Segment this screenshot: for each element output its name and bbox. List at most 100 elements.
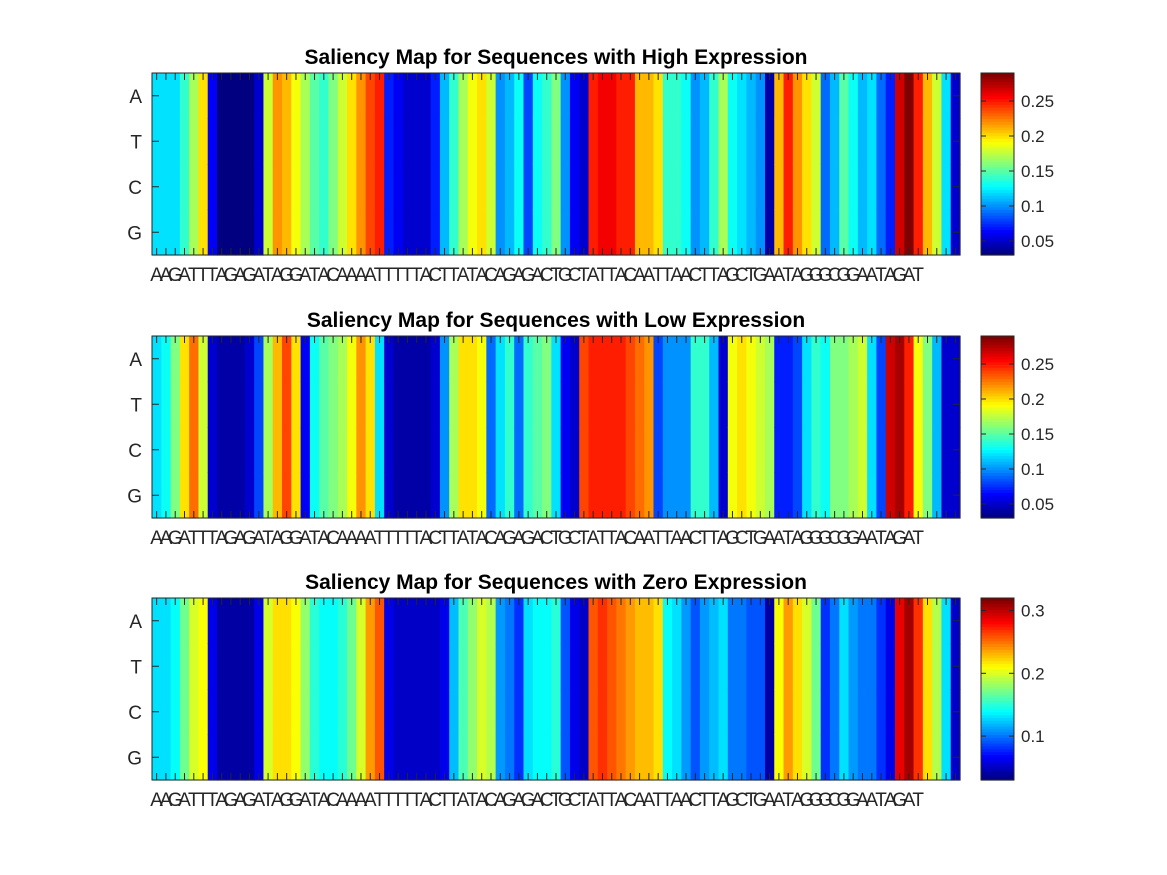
heatmap-cell bbox=[829, 598, 840, 645]
heatmap-cell bbox=[885, 73, 896, 120]
heatmap-cell bbox=[690, 643, 701, 690]
heatmap-cell bbox=[300, 643, 311, 690]
heatmap-cell bbox=[690, 381, 701, 428]
heatmap-cell bbox=[179, 734, 190, 781]
heatmap-cell bbox=[737, 118, 747, 165]
heatmap-cell bbox=[244, 118, 255, 165]
x-tick-label: A bbox=[457, 265, 470, 286]
heatmap-cell bbox=[282, 598, 292, 645]
colorbar-band bbox=[981, 87, 1014, 91]
colorbar-band bbox=[981, 350, 1014, 354]
heatmap-cell bbox=[477, 734, 487, 781]
x-tick-label: A bbox=[791, 265, 804, 286]
x-tick-label: A bbox=[317, 528, 330, 549]
heatmap-cell bbox=[625, 598, 636, 645]
x-tick-label: T bbox=[197, 265, 209, 286]
heatmap-cell bbox=[894, 734, 905, 781]
x-tick-label: A bbox=[865, 528, 878, 549]
colorbar-band bbox=[981, 745, 1014, 750]
x-tick-label: A bbox=[420, 265, 433, 286]
heatmap-cell bbox=[189, 427, 200, 474]
heatmap-cell bbox=[727, 734, 738, 781]
heatmap-cell bbox=[244, 734, 255, 781]
heatmap-cell bbox=[458, 336, 469, 383]
x-tick-label: A bbox=[271, 265, 284, 286]
heatmap-cell bbox=[458, 734, 469, 781]
heatmap-cell bbox=[170, 118, 181, 165]
heatmap-cell bbox=[337, 164, 348, 211]
heatmap-cell bbox=[597, 73, 608, 120]
heatmap-cell bbox=[244, 643, 255, 690]
heatmap-cell bbox=[309, 734, 320, 781]
x-tick-label: A bbox=[513, 265, 526, 286]
heatmap-cell bbox=[532, 381, 543, 428]
colorbar-band bbox=[981, 706, 1014, 710]
heatmap-cell bbox=[477, 209, 487, 256]
heatmap-cell bbox=[941, 209, 952, 256]
heatmap-cell bbox=[309, 336, 320, 383]
heatmap-cell bbox=[430, 336, 441, 383]
heatmap-cell bbox=[514, 472, 525, 519]
heatmap-cell bbox=[904, 689, 915, 736]
heatmap-cell bbox=[412, 643, 422, 690]
heatmap-cell bbox=[644, 689, 655, 736]
heatmap-cell bbox=[932, 689, 943, 736]
heatmap-cell bbox=[254, 381, 265, 428]
heatmap-cell bbox=[588, 427, 599, 474]
heatmap-cell bbox=[263, 73, 274, 120]
heatmap-cell bbox=[867, 164, 878, 211]
colorbar-tick-label: 0.3 bbox=[1021, 602, 1045, 621]
heatmap-cell bbox=[532, 598, 543, 645]
heatmap-cell bbox=[235, 209, 246, 256]
heatmap-cell bbox=[616, 118, 627, 165]
x-tick-label: A bbox=[345, 528, 358, 549]
heatmap-cell bbox=[384, 598, 395, 645]
heatmap-cell bbox=[616, 689, 627, 736]
heatmap-cell bbox=[300, 427, 311, 474]
x-tick-label: A bbox=[680, 265, 693, 286]
heatmap-cell bbox=[291, 381, 302, 428]
x-tick-label: G bbox=[892, 265, 907, 286]
x-tick-label: T bbox=[188, 265, 200, 286]
heatmap-cell bbox=[235, 381, 246, 428]
heatmap-cell bbox=[551, 689, 562, 736]
heatmap-cell bbox=[829, 73, 840, 120]
heatmap-cell bbox=[885, 209, 896, 256]
colorbar-band bbox=[981, 680, 1014, 684]
x-tick-label: A bbox=[336, 790, 349, 811]
colorbar-band bbox=[981, 98, 1014, 103]
heatmap-cell bbox=[607, 689, 617, 736]
heatmap-cell bbox=[235, 734, 246, 781]
heatmap-cell bbox=[737, 598, 747, 645]
heatmap-cell bbox=[792, 118, 803, 165]
heatmap-cell bbox=[356, 643, 367, 690]
x-tick-label: T bbox=[875, 528, 887, 549]
heatmap-cell bbox=[876, 643, 887, 690]
x-tick-label: C bbox=[735, 790, 749, 811]
heatmap-cell bbox=[894, 381, 905, 428]
heatmap-cell bbox=[402, 118, 413, 165]
heatmap-cell bbox=[876, 336, 887, 383]
heatmap-cell bbox=[467, 336, 478, 383]
heatmap-cell bbox=[607, 598, 617, 645]
heatmap-cell bbox=[328, 598, 339, 645]
heatmap-cell bbox=[941, 164, 952, 211]
heatmap-cell bbox=[161, 472, 172, 519]
heatmap-cell bbox=[449, 598, 460, 645]
colorbar-band bbox=[981, 172, 1014, 176]
heatmap-cell bbox=[347, 209, 357, 256]
colorbar-band bbox=[981, 104, 1014, 108]
heatmap-cell bbox=[579, 209, 590, 256]
colorbar-band bbox=[981, 223, 1014, 228]
heatmap-cell bbox=[532, 427, 543, 474]
x-tick-label: T bbox=[402, 528, 414, 549]
heatmap-cell bbox=[523, 689, 534, 736]
heatmap-cell bbox=[272, 472, 283, 519]
heatmap-cell bbox=[384, 118, 395, 165]
heatmap-cell bbox=[217, 73, 227, 120]
colorbar-band bbox=[981, 728, 1014, 733]
heatmap-cell bbox=[588, 118, 599, 165]
heatmap-cell bbox=[625, 381, 636, 428]
heatmap-cell bbox=[607, 118, 617, 165]
heatmap-cell bbox=[755, 118, 766, 165]
